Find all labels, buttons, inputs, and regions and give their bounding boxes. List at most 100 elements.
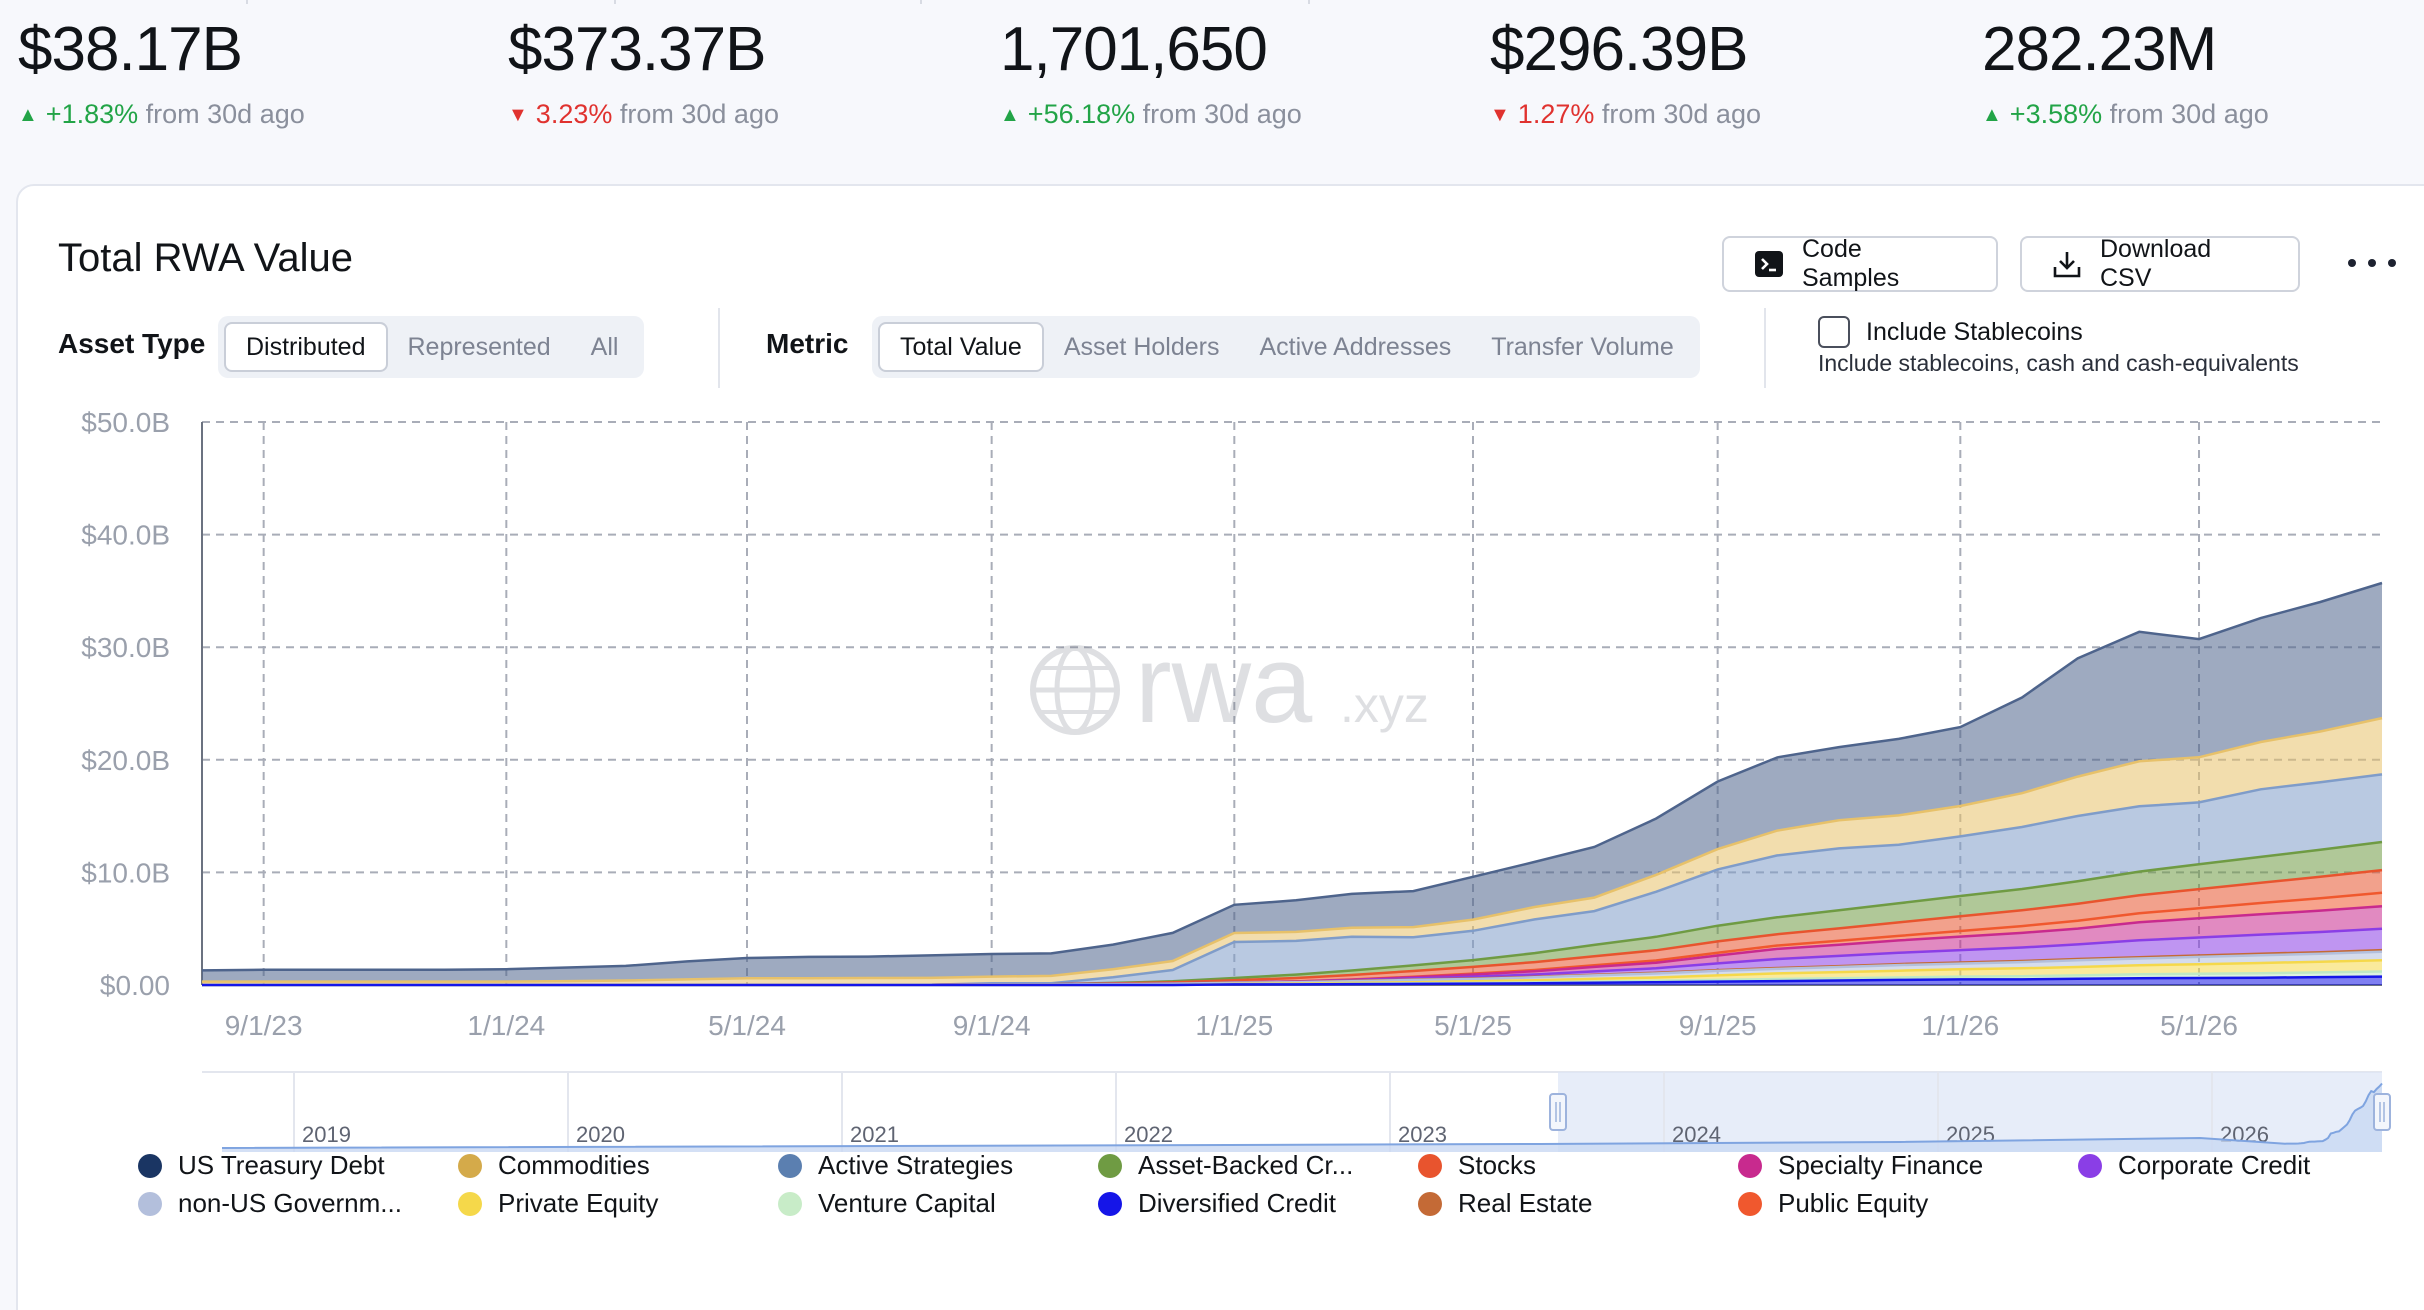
legend-item[interactable]: US Treasury Debt: [138, 1150, 385, 1181]
trend-arrow-icon: ▲: [18, 104, 38, 126]
area-active-strategies[interactable]: [202, 774, 2382, 985]
legend-item[interactable]: Active Strategies: [778, 1150, 1013, 1181]
legend-item[interactable]: Real Estate: [1418, 1188, 1592, 1219]
stat-change-suffix: from 30d ago: [145, 99, 305, 129]
stat-change-percent: 3.23%: [535, 99, 613, 129]
navigator-year-label: 2022: [1124, 1122, 1173, 1147]
legend-swatch: [1418, 1153, 1442, 1178]
legend-item[interactable]: Commodities: [458, 1150, 650, 1181]
stat-change-percent: +1.83%: [45, 99, 139, 129]
include-stablecoins-description: Include stablecoins, cash and cash-equiv…: [1818, 350, 2299, 376]
area-asset-backed-credit[interactable]: [202, 842, 2382, 985]
navigator-year-label: 2019: [302, 1122, 351, 1147]
legend-label: Real Estate: [1458, 1188, 1593, 1218]
metric-asset-holders[interactable]: Asset Holders: [1063, 333, 1220, 361]
legend-label: Public Equity: [1778, 1188, 1929, 1218]
stat-change-percent: +3.58%: [2009, 99, 2103, 129]
code-samples-button[interactable]: Code Samples: [1722, 235, 1998, 292]
watermark-suffix: .xyz: [1340, 677, 1429, 733]
stat-value: 282.23M: [1982, 15, 2217, 84]
legend-item[interactable]: Public Equity: [1738, 1188, 1928, 1219]
area-diversified-credit[interactable]: [202, 976, 2382, 985]
trend-arrow-icon: ▼: [1490, 104, 1510, 126]
asset-type-represented[interactable]: Represented: [407, 333, 551, 361]
area-us-treasury-debt[interactable]: [202, 583, 2382, 982]
asset-type-label: Asset Type: [58, 328, 206, 359]
navigator-year-label: 2021: [850, 1122, 899, 1147]
asset-type-all[interactable]: All: [590, 333, 619, 361]
area-venture-capital[interactable]: [202, 971, 2382, 986]
x-tick-label: 1/1/25: [1195, 1010, 1273, 1041]
legend-item[interactable]: non-US Governm...: [138, 1188, 402, 1219]
legend-swatch: [1738, 1153, 1762, 1178]
navigator-handle-left[interactable]: [1549, 1093, 1567, 1131]
chart-title: Total RWA Value: [58, 236, 353, 280]
navigator-year-label: 2023: [1398, 1122, 1447, 1147]
stat-change: ▲ +1.83% from 30d ago: [18, 94, 305, 135]
legend-swatch: [1098, 1191, 1122, 1216]
legend-label: non-US Governm...: [178, 1188, 402, 1218]
stat-volume: $296.39B ▼ 1.27% from 30d ago: [1490, 10, 1761, 135]
divider: [1764, 308, 1766, 388]
metric-active-addresses[interactable]: Active Addresses: [1259, 333, 1452, 361]
stat-change: ▲ +56.18% from 30d ago: [1000, 94, 1302, 135]
x-tick-label: 1/1/24: [467, 1010, 545, 1041]
legend-item[interactable]: Asset-Backed Cr...: [1098, 1150, 1353, 1181]
stat-holders: 1,701,650 ▲ +56.18% from 30d ago: [1000, 10, 1302, 135]
stats-bar: $38.17B ▲ +1.83% from 30d ago $373.37B ▼ 3…: [0, 0, 2424, 180]
divider: [718, 308, 720, 388]
stat-change-suffix: from 30d ago: [2109, 99, 2269, 129]
stat-value: $296.39B: [1490, 15, 1748, 84]
download-csv-button[interactable]: Download CSV: [2020, 235, 2300, 292]
line-commodities: [202, 716, 2383, 983]
area-stocks[interactable]: [202, 870, 2382, 985]
metric-total-value[interactable]: Total Value: [878, 322, 1044, 372]
area-corporate-credit[interactable]: [202, 928, 2382, 985]
legend-swatch: [138, 1153, 162, 1178]
y-tick-label: $0.00: [100, 970, 170, 1001]
legend-swatch: [1098, 1153, 1122, 1178]
navigator-mini-line: [221, 1082, 2383, 1149]
y-tick-label: $30.0B: [81, 632, 170, 663]
navigator-handle-right[interactable]: [2373, 1093, 2391, 1131]
asset-type-distributed[interactable]: Distributed: [224, 322, 388, 372]
stat-change: ▼ 3.23% from 30d ago: [508, 94, 779, 135]
stat-value: $373.37B: [508, 15, 766, 84]
legend-swatch: [458, 1153, 482, 1178]
legend-item[interactable]: Corporate Credit: [2078, 1150, 2310, 1181]
legend-item[interactable]: Private Equity: [458, 1188, 658, 1219]
include-stablecoins-label[interactable]: Include Stablecoins: [1866, 318, 2083, 346]
legend-swatch: [778, 1191, 802, 1216]
more-options-icon[interactable]: [2348, 248, 2396, 278]
trend-arrow-icon: ▲: [1000, 104, 1020, 126]
trend-arrow-icon: ▲: [1982, 104, 2002, 126]
legend-swatch: [1418, 1191, 1442, 1216]
legend-item[interactable]: Stocks: [1418, 1150, 1536, 1181]
stat-change: ▲ +3.58% from 30d ago: [1982, 94, 2269, 135]
x-tick-label: 9/1/24: [953, 1010, 1031, 1041]
download-icon: [2052, 249, 2082, 279]
legend-item[interactable]: Diversified Credit: [1098, 1188, 1336, 1219]
stat-change-percent: +56.18%: [1027, 99, 1136, 129]
legend-swatch: [778, 1153, 802, 1178]
area-private-equity[interactable]: [202, 960, 2382, 985]
asset-type-toggle: Distributed Represented All: [218, 316, 645, 378]
watermark-text: rwa: [1135, 623, 1313, 746]
legend-label: Commodities: [498, 1150, 650, 1180]
include-stablecoins-checkbox[interactable]: [1818, 316, 1850, 348]
area-specialty-finance[interactable]: [202, 906, 2382, 985]
navigator-selection[interactable]: [1558, 1072, 2382, 1152]
legend-item[interactable]: Specialty Finance: [1738, 1150, 1983, 1181]
y-tick-label: $50.0B: [81, 407, 170, 438]
metric-transfer-volume[interactable]: Transfer Volume: [1491, 333, 1674, 361]
x-tick-label: 5/1/26: [2160, 1010, 2238, 1041]
download-csv-label: Download CSV: [2100, 235, 2212, 292]
stat-change: ▼ 1.27% from 30d ago: [1490, 94, 1761, 135]
legend-item[interactable]: Venture Capital: [778, 1188, 996, 1219]
legend-label: Asset-Backed Cr...: [1138, 1150, 1354, 1180]
x-tick-label: 5/1/25: [1434, 1010, 1512, 1041]
legend-label: Venture Capital: [818, 1188, 996, 1218]
stats-top-dividers: [0, 0, 2424, 4]
metric-label: Metric: [766, 328, 849, 359]
